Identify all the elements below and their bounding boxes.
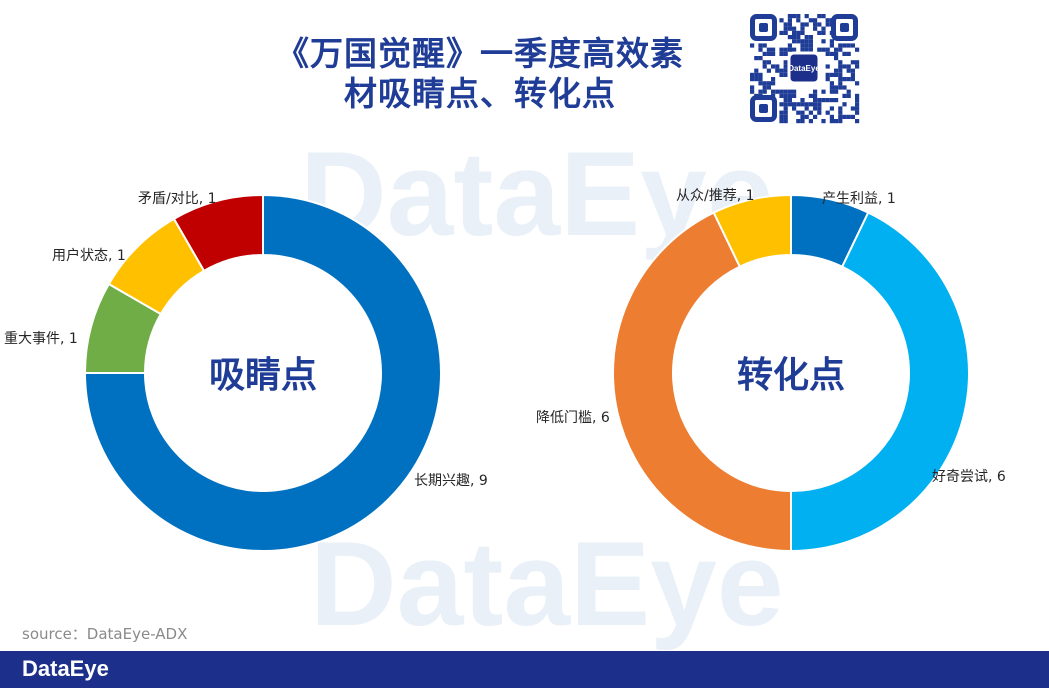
slice-data-label: 从众/推荐, 1 (676, 188, 755, 204)
qr-code: DataEye (748, 12, 860, 124)
source-note: source：DataEye-ADX (22, 625, 188, 643)
title-line-1: 《万国觉醒》一季度高效素 (276, 34, 684, 73)
donut-slice (83, 193, 442, 552)
title-line-2: 材吸睛点、转化点 (344, 74, 616, 113)
slice-data-label: 长期兴趣, 9 (414, 473, 488, 489)
slice-data-label: 降低门槛, 6 (536, 410, 610, 426)
donut-center-label: 转化点 (737, 355, 845, 396)
donut-slice (172, 193, 264, 273)
footer-bar: DataEye (0, 651, 1049, 688)
donut-charts: 长期兴趣, 9 重大事件, 1 用户状态, 1 矛盾/对比, 1 吸睛点 产生利益, 1 好… (4, 188, 1006, 553)
donut-slice (712, 193, 792, 269)
slice-data-label: 产生利益, 1 (822, 191, 896, 207)
slice-data-label: 好奇尝试, 6 (932, 468, 1006, 485)
donut-slice (790, 211, 970, 553)
footer-logo: DataEye (22, 656, 109, 681)
slice-data-label: 矛盾/对比, 1 (138, 191, 217, 207)
chart-title: 《万国觉醒》一季度高效素 材吸睛点、转化点 (200, 34, 760, 114)
donut-slice (612, 211, 792, 553)
donut-center-label: 吸睛点 (209, 355, 317, 396)
qr-badge-text: DataEye (788, 64, 820, 73)
slice-data-label: 用户状态, 1 (52, 247, 126, 264)
slice-data-label: 重大事件, 1 (4, 331, 78, 347)
